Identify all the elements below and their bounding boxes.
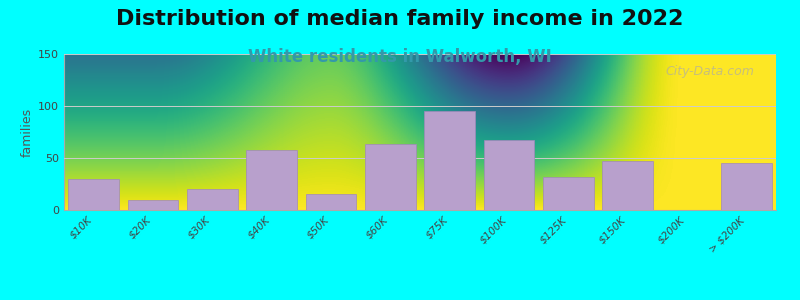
Bar	[187, 189, 238, 210]
Text: White residents in Walworth, WI: White residents in Walworth, WI	[248, 48, 552, 66]
Text: City-Data.com: City-Data.com	[666, 65, 754, 78]
Bar	[246, 150, 297, 210]
Bar	[306, 194, 356, 210]
Text: Distribution of median family income in 2022: Distribution of median family income in …	[116, 9, 684, 29]
Bar	[365, 145, 415, 210]
Bar	[543, 177, 594, 210]
Bar	[721, 163, 771, 210]
Bar	[69, 179, 119, 210]
Bar	[484, 140, 534, 210]
Y-axis label: families: families	[21, 107, 34, 157]
Bar	[425, 111, 475, 210]
Bar	[128, 200, 178, 210]
Bar	[602, 161, 653, 210]
